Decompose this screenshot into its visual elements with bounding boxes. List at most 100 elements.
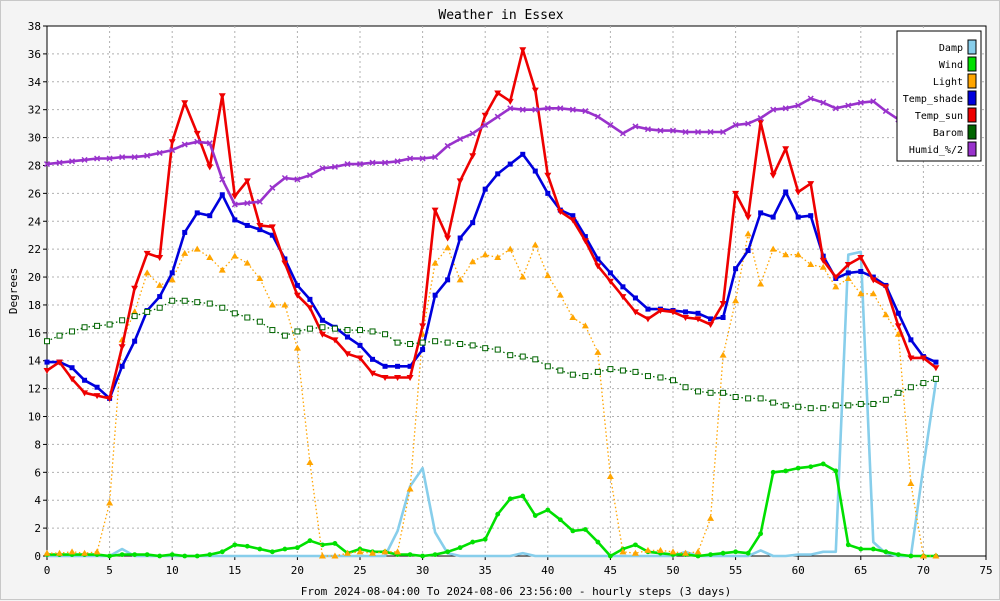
data-point bbox=[544, 272, 552, 279]
data-point bbox=[907, 384, 914, 391]
data-point bbox=[381, 374, 389, 381]
legend-swatch bbox=[967, 141, 977, 157]
data-point bbox=[932, 552, 940, 559]
data-point bbox=[294, 176, 301, 183]
data-point bbox=[106, 155, 113, 162]
data-point bbox=[431, 259, 439, 266]
data-point bbox=[169, 552, 175, 558]
data-point bbox=[707, 321, 715, 328]
data-point bbox=[919, 552, 927, 559]
data-point bbox=[708, 316, 714, 322]
data-point bbox=[319, 324, 326, 331]
data-point bbox=[281, 301, 289, 308]
data-point bbox=[457, 545, 463, 551]
data-point bbox=[757, 119, 765, 126]
y-tick-label: 20 bbox=[28, 271, 41, 284]
chart-title: Weather in Essex bbox=[438, 8, 563, 23]
data-point bbox=[206, 254, 214, 261]
data-point bbox=[907, 479, 915, 486]
data-point bbox=[469, 342, 476, 349]
data-point bbox=[494, 346, 501, 353]
y-tick-label: 0 bbox=[34, 550, 41, 563]
data-point bbox=[219, 176, 226, 183]
series-line bbox=[47, 153, 937, 400]
data-point bbox=[632, 295, 638, 301]
data-point bbox=[282, 256, 288, 262]
data-point bbox=[569, 217, 577, 224]
data-point bbox=[156, 281, 164, 288]
data-point bbox=[570, 528, 576, 534]
data-point bbox=[344, 327, 351, 334]
data-point bbox=[357, 327, 363, 334]
data-point bbox=[495, 511, 501, 517]
data-point bbox=[632, 368, 639, 375]
data-point bbox=[244, 200, 251, 207]
data-point bbox=[194, 138, 201, 145]
data-point bbox=[293, 292, 301, 299]
data-point bbox=[419, 323, 427, 330]
legend-swatch bbox=[967, 124, 977, 140]
data-point bbox=[81, 324, 88, 331]
data-point bbox=[56, 159, 63, 166]
legend-box bbox=[896, 30, 982, 162]
data-point bbox=[482, 345, 489, 352]
data-point bbox=[319, 317, 325, 323]
data-point bbox=[882, 108, 889, 115]
data-point bbox=[294, 328, 301, 335]
data-point bbox=[894, 323, 902, 330]
data-point bbox=[419, 155, 426, 162]
data-point bbox=[343, 549, 351, 556]
data-point bbox=[695, 310, 701, 316]
data-point bbox=[620, 284, 626, 290]
data-point bbox=[795, 403, 802, 410]
data-point bbox=[745, 248, 751, 254]
data-point bbox=[719, 351, 727, 358]
data-point bbox=[406, 374, 414, 381]
data-point bbox=[244, 543, 250, 549]
data-point bbox=[482, 121, 489, 129]
series-light bbox=[43, 230, 940, 559]
y-tick-label: 16 bbox=[28, 327, 41, 340]
data-point bbox=[820, 405, 827, 412]
data-point bbox=[481, 112, 489, 119]
data-point bbox=[56, 359, 64, 366]
data-point bbox=[369, 328, 376, 335]
data-point bbox=[106, 395, 114, 402]
data-point bbox=[268, 301, 276, 308]
data-point bbox=[908, 337, 914, 343]
legend-label: Barom bbox=[933, 128, 963, 139]
data-point bbox=[770, 214, 776, 220]
data-point bbox=[494, 90, 502, 97]
y-tick-label: 34 bbox=[28, 76, 42, 89]
data-point bbox=[281, 174, 288, 182]
data-point bbox=[243, 259, 251, 266]
data-point bbox=[119, 552, 125, 558]
data-point bbox=[169, 270, 175, 276]
data-point bbox=[356, 355, 364, 362]
legend-label: Temp_shade bbox=[903, 94, 963, 105]
data-point bbox=[770, 106, 777, 113]
data-point bbox=[56, 332, 63, 339]
data-point bbox=[370, 356, 376, 362]
data-point bbox=[168, 139, 176, 146]
data-point bbox=[131, 285, 139, 292]
data-point bbox=[770, 399, 777, 406]
data-point bbox=[331, 337, 339, 344]
data-point bbox=[520, 151, 526, 157]
data-point bbox=[782, 402, 789, 409]
data-point bbox=[857, 290, 865, 297]
data-point bbox=[457, 235, 463, 241]
data-point bbox=[206, 164, 214, 171]
data-point bbox=[507, 496, 513, 502]
data-point bbox=[356, 548, 364, 555]
data-point bbox=[544, 172, 552, 179]
data-point bbox=[844, 274, 852, 281]
data-point bbox=[556, 209, 564, 215]
x-tick-label: 35 bbox=[479, 564, 492, 577]
data-point bbox=[157, 294, 163, 300]
data-point bbox=[869, 277, 877, 284]
data-point bbox=[494, 254, 502, 261]
data-point bbox=[193, 245, 201, 252]
data-point bbox=[218, 266, 226, 273]
series-line bbox=[46, 48, 937, 400]
